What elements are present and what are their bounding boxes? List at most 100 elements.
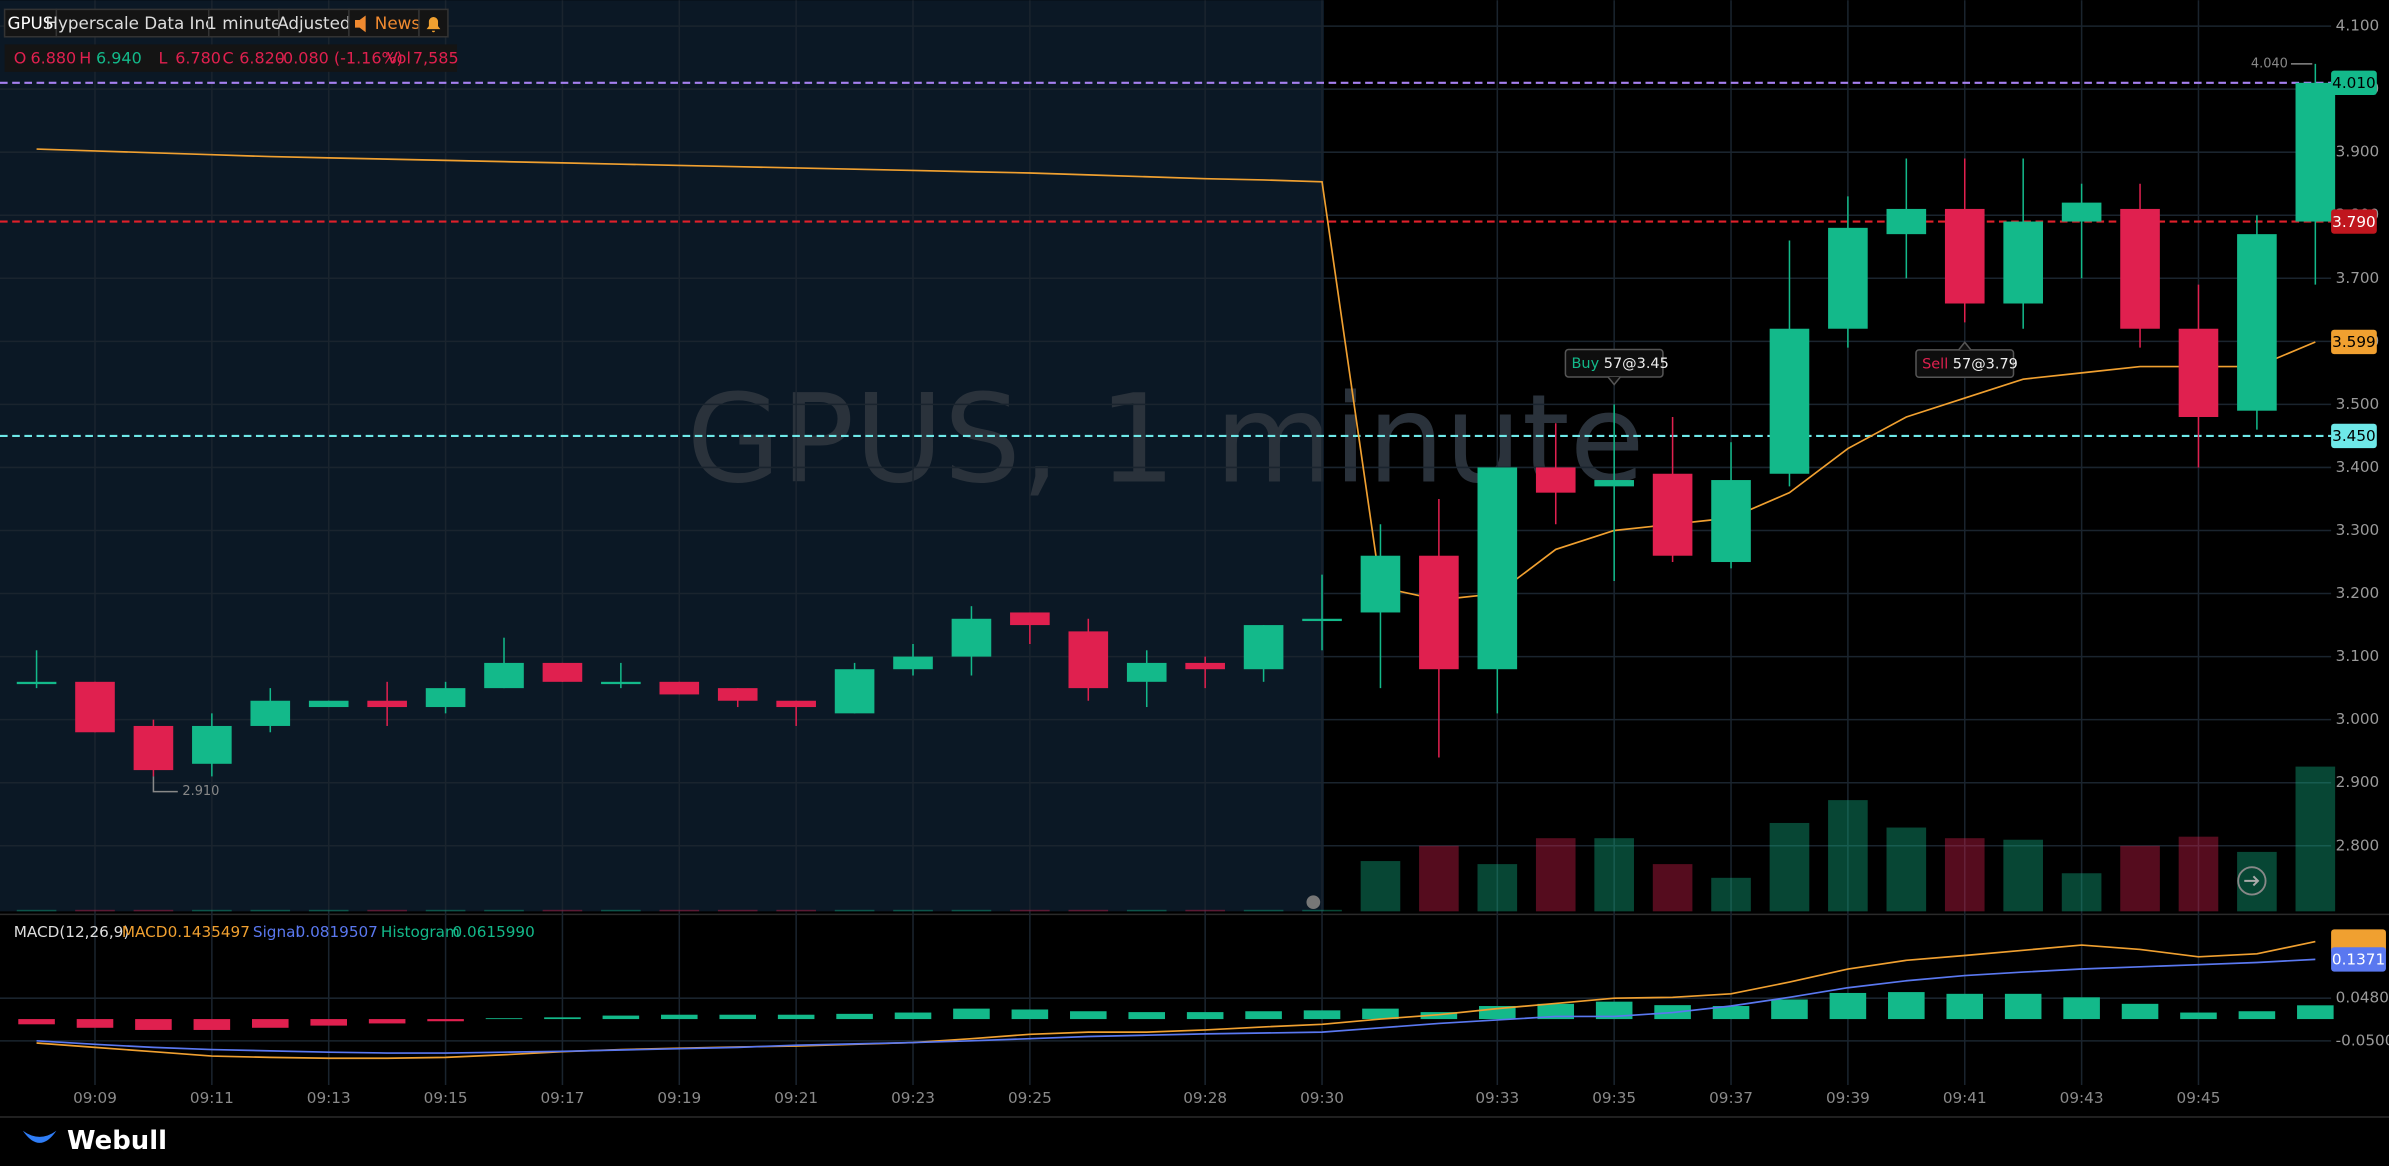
volume-bar xyxy=(542,909,583,912)
candle-body xyxy=(2120,208,2160,329)
volume-bar xyxy=(250,909,291,912)
candle-body xyxy=(1886,208,1927,235)
volume-bar xyxy=(425,909,466,912)
candle-body xyxy=(1068,631,1109,689)
y-tick-label: 2.800 xyxy=(2336,836,2380,854)
marker-dot xyxy=(1306,895,1321,910)
volume-bar xyxy=(484,909,524,912)
adjusted[interactable]: Adjusted xyxy=(277,13,350,33)
histogram-bar xyxy=(368,1019,406,1024)
price-badge xyxy=(2331,423,2377,449)
candle-body xyxy=(1010,612,1050,626)
volume-bar xyxy=(1594,838,1634,912)
x-tick-label: 09:17 xyxy=(541,1089,585,1107)
annotation: 2.910 xyxy=(182,784,219,799)
volume-bar xyxy=(1068,909,1109,912)
vol-value: 7,585 xyxy=(413,48,459,67)
close-value: 6.820 xyxy=(239,48,285,67)
candle-body xyxy=(75,681,115,733)
histogram-bar xyxy=(1070,1011,1107,1020)
volume-bar xyxy=(1535,838,1576,912)
volume-bar xyxy=(1010,909,1050,912)
news[interactable]: News xyxy=(375,13,420,33)
scroll-right-button[interactable] xyxy=(2237,866,2267,896)
histogram-bar xyxy=(1011,1009,1049,1020)
volume-bar xyxy=(776,909,816,912)
high-value: 6.940 xyxy=(96,48,142,67)
interval[interactable]: 1 minute xyxy=(206,13,281,33)
macd-line xyxy=(36,958,2316,1054)
indicator-title: MACD(12,26,9) xyxy=(14,923,130,941)
x-tick-label: 09:11 xyxy=(190,1089,234,1107)
volume-bar xyxy=(601,909,641,912)
legend-name: MACD xyxy=(122,923,168,941)
candle-body xyxy=(1419,555,1459,670)
trade-side: Buy xyxy=(1572,356,1600,372)
volume-bar xyxy=(1185,909,1225,912)
candle-body xyxy=(1126,662,1167,682)
price-badge xyxy=(2331,209,2377,234)
price-badge-label: 3.450 xyxy=(2332,427,2376,445)
symbol-box[interactable] xyxy=(3,8,58,38)
x-tick-label: 09:15 xyxy=(424,1089,468,1107)
volume-bar xyxy=(1243,909,1284,912)
symbol[interactable]: GPUS xyxy=(7,13,53,33)
y-tick-label: 3.100 xyxy=(2336,647,2380,665)
trade-side: Sell xyxy=(1922,356,1948,372)
x-tick-label: 09:25 xyxy=(1008,1089,1052,1107)
x-tick-label: 09:30 xyxy=(1300,1089,1344,1107)
candle-body xyxy=(133,725,174,771)
y-tick-label: -0.0500 xyxy=(2336,1031,2389,1049)
volume-bar xyxy=(2120,845,2160,912)
histogram-bar xyxy=(18,1019,55,1025)
histogram-bar xyxy=(1186,1012,1224,1020)
header: GPUS Hyperscale Data Inc. 1 minute Adjus… xyxy=(3,8,459,72)
candle-body xyxy=(893,656,933,670)
histogram-bar xyxy=(1829,992,1867,1020)
volume-bar xyxy=(2003,839,2043,912)
histogram-bar xyxy=(193,1019,231,1030)
news-box[interactable] xyxy=(348,8,420,38)
histogram-bar xyxy=(2180,1012,2217,1020)
histogram-bar xyxy=(1595,1001,1633,1020)
trade-detail: 57@3.79 xyxy=(1953,356,2018,372)
candle-body xyxy=(2178,328,2219,418)
histogram-bar xyxy=(135,1019,172,1030)
candle-body xyxy=(1828,227,1868,329)
histogram-bar xyxy=(1537,1003,1575,1020)
candle-body xyxy=(2295,82,2336,222)
x-tick-label: 09:35 xyxy=(1592,1089,1636,1107)
candle-body xyxy=(484,662,524,689)
histogram-bar xyxy=(544,1017,581,1020)
volume-bar xyxy=(717,909,758,912)
trade-detail: 57@3.45 xyxy=(1604,356,1669,372)
bell-icon[interactable] xyxy=(426,16,441,33)
volume-bar xyxy=(133,909,174,912)
candle-body xyxy=(250,700,291,726)
volume-bar xyxy=(1711,877,1751,912)
candle-body xyxy=(2061,202,2102,222)
x-tick-label: 09:37 xyxy=(1709,1089,1753,1107)
interval-box[interactable] xyxy=(207,8,280,38)
volume-bar xyxy=(16,909,57,912)
histogram-bar xyxy=(1888,992,1925,1020)
candle-body xyxy=(834,669,875,714)
x-tick-label: 09:28 xyxy=(1183,1089,1227,1107)
trade-pointer xyxy=(1958,341,1972,351)
candle-body xyxy=(717,688,758,701)
histogram-bar xyxy=(2121,1003,2159,1020)
y-tick-label: 3.200 xyxy=(2336,584,2380,602)
plot: 2.800 2.900 3.000 3.100 3.200 3.300 3.400 3.500… xyxy=(0,0,2389,1107)
candle-body xyxy=(1711,480,1751,563)
volume-bar xyxy=(1360,861,1401,912)
low-value: 6.780 xyxy=(175,48,221,67)
moving-average xyxy=(36,148,2316,601)
change: -0.080 (-1.16%) xyxy=(277,48,403,67)
volume-bar xyxy=(2295,766,2336,912)
histogram-bar xyxy=(1245,1011,1282,1020)
candle-body xyxy=(1652,473,1693,556)
histogram-bar xyxy=(661,1014,698,1020)
candle-body xyxy=(308,700,349,708)
x-tick-label: 09:19 xyxy=(657,1089,701,1107)
x-tick-label: 09:41 xyxy=(1943,1089,1987,1107)
